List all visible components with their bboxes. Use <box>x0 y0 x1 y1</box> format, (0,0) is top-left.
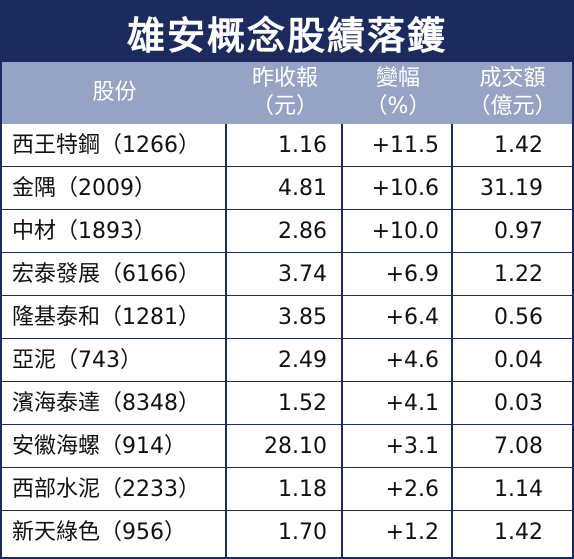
cell-close: 1.52 <box>278 391 327 416</box>
cell-change: +10.0 <box>371 219 439 244</box>
cell-turnover: 1.42 <box>494 133 543 158</box>
cell-change: +4.1 <box>385 391 439 416</box>
cell-close: 3.74 <box>278 262 327 287</box>
cell-close: 2.86 <box>278 219 327 244</box>
cell-change: +10.6 <box>371 176 439 201</box>
cell-turnover: 1.22 <box>494 262 543 287</box>
table-row: 金隅（2009） 4.81 +10.6 31.19 <box>2 167 572 210</box>
table-row: 西王特鋼（1266） 1.16 +11.5 1.42 <box>2 124 572 167</box>
cell-turnover: 0.03 <box>494 391 543 416</box>
cell-close: 1.18 <box>278 477 327 502</box>
cell-close: 1.16 <box>278 133 327 158</box>
table-row: 中材（1893） 2.86 +10.0 0.97 <box>2 210 572 253</box>
cell-change: +4.6 <box>385 348 439 373</box>
cell-change: +6.9 <box>385 262 439 287</box>
header-change: 變幅 （%） <box>343 62 453 124</box>
cell-turnover: 0.97 <box>494 219 543 244</box>
cell-turnover: 0.04 <box>494 348 543 373</box>
cell-close: 4.81 <box>278 176 327 201</box>
table-row: 濱海泰達（8348） 1.52 +4.1 0.03 <box>2 382 572 425</box>
cell-close: 3.85 <box>278 305 327 330</box>
header-close-unit: （元） <box>251 94 318 119</box>
table-row: 隆基泰和（1281） 3.85 +6.4 0.56 <box>2 296 572 339</box>
cell-stock: 西部水泥（2233） <box>12 477 200 502</box>
cell-turnover: 31.19 <box>480 176 543 201</box>
header-stock-label: 股份 <box>92 80 137 105</box>
cell-stock: 亞泥（743） <box>12 348 142 373</box>
cell-stock: 宏泰發展（6166） <box>12 262 200 287</box>
cell-stock: 新天綠色（956） <box>12 520 186 545</box>
cell-stock: 中材（1893） <box>12 219 156 244</box>
cell-stock: 濱海泰達（8348） <box>12 391 200 416</box>
table-row: 亞泥（743） 2.49 +4.6 0.04 <box>2 339 572 382</box>
table-header: 股份 昨收報 （元） 變幅 （%） 成交額 （億元） <box>2 62 572 124</box>
header-turnover-label: 成交額 <box>479 66 546 91</box>
cell-turnover: 1.42 <box>494 520 543 545</box>
column-divider <box>451 124 453 557</box>
table-row: 西部水泥（2233） 1.18 +2.6 1.14 <box>2 468 572 511</box>
header-turnover: 成交額 （億元） <box>453 62 572 124</box>
cell-turnover: 7.08 <box>494 434 543 459</box>
cell-change: +1.2 <box>385 520 439 545</box>
table-title: 雄安概念股績落鑊 <box>126 13 447 58</box>
cell-change: +6.4 <box>385 305 439 330</box>
table-row: 新天綠色（956） 1.70 +1.2 1.42 <box>2 511 572 554</box>
cell-stock: 西王特鋼（1266） <box>12 133 200 158</box>
cell-change: +11.5 <box>371 133 439 158</box>
cell-turnover: 1.14 <box>494 477 543 502</box>
cell-close: 1.70 <box>278 520 327 545</box>
header-change-label: 變幅 <box>375 66 420 91</box>
cell-change: +3.1 <box>385 434 439 459</box>
header-close-label: 昨收報 <box>251 66 318 91</box>
cell-stock: 安徽海螺（914） <box>12 434 186 459</box>
cell-change: +2.6 <box>385 477 439 502</box>
column-divider <box>341 124 343 557</box>
table-row: 安徽海螺（914） 28.10 +3.1 7.08 <box>2 425 572 468</box>
cell-turnover: 0.56 <box>494 305 543 330</box>
header-turnover-unit: （億元） <box>468 94 557 119</box>
header-close: 昨收報 （元） <box>227 62 343 124</box>
column-divider <box>225 124 227 557</box>
cell-close: 28.10 <box>264 434 327 459</box>
cell-close: 2.49 <box>278 348 327 373</box>
cell-stock: 金隅（2009） <box>12 176 156 201</box>
table-row: 宏泰發展（6166） 3.74 +6.9 1.22 <box>2 253 572 296</box>
cell-stock: 隆基泰和（1281） <box>12 305 200 330</box>
title-bar: 雄安概念股績落鑊 <box>2 2 572 62</box>
header-change-unit: （%） <box>365 94 431 119</box>
header-stock: 股份 <box>2 62 227 124</box>
